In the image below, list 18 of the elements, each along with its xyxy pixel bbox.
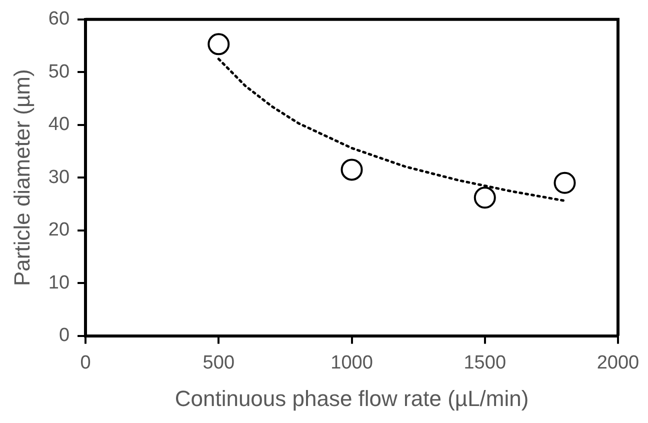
y-tick-label: 40 <box>48 114 70 136</box>
x-tick-label: 1500 <box>464 352 506 374</box>
y-tick-label: 10 <box>48 272 70 294</box>
y-tick-label: 20 <box>48 220 70 241</box>
y-tick-label: 60 <box>48 8 70 30</box>
y-tick-label: 30 <box>48 166 70 188</box>
x-tick-label: 1000 <box>330 352 373 374</box>
point <box>340 158 363 181</box>
point <box>554 172 576 194</box>
y-tick-label: 50 <box>48 61 70 82</box>
y-tick-label: 0 <box>58 325 70 346</box>
x-tick-label: 0 <box>80 352 91 374</box>
point <box>208 33 230 56</box>
y-axis-title: Particle diameter (µm) <box>9 69 34 286</box>
x-axis-title: Continuous phase flow rate (µL/min) <box>174 386 529 411</box>
x-tick-label: 2000 <box>596 352 640 374</box>
point <box>474 186 496 209</box>
x-tick-label: 500 <box>202 352 234 374</box>
